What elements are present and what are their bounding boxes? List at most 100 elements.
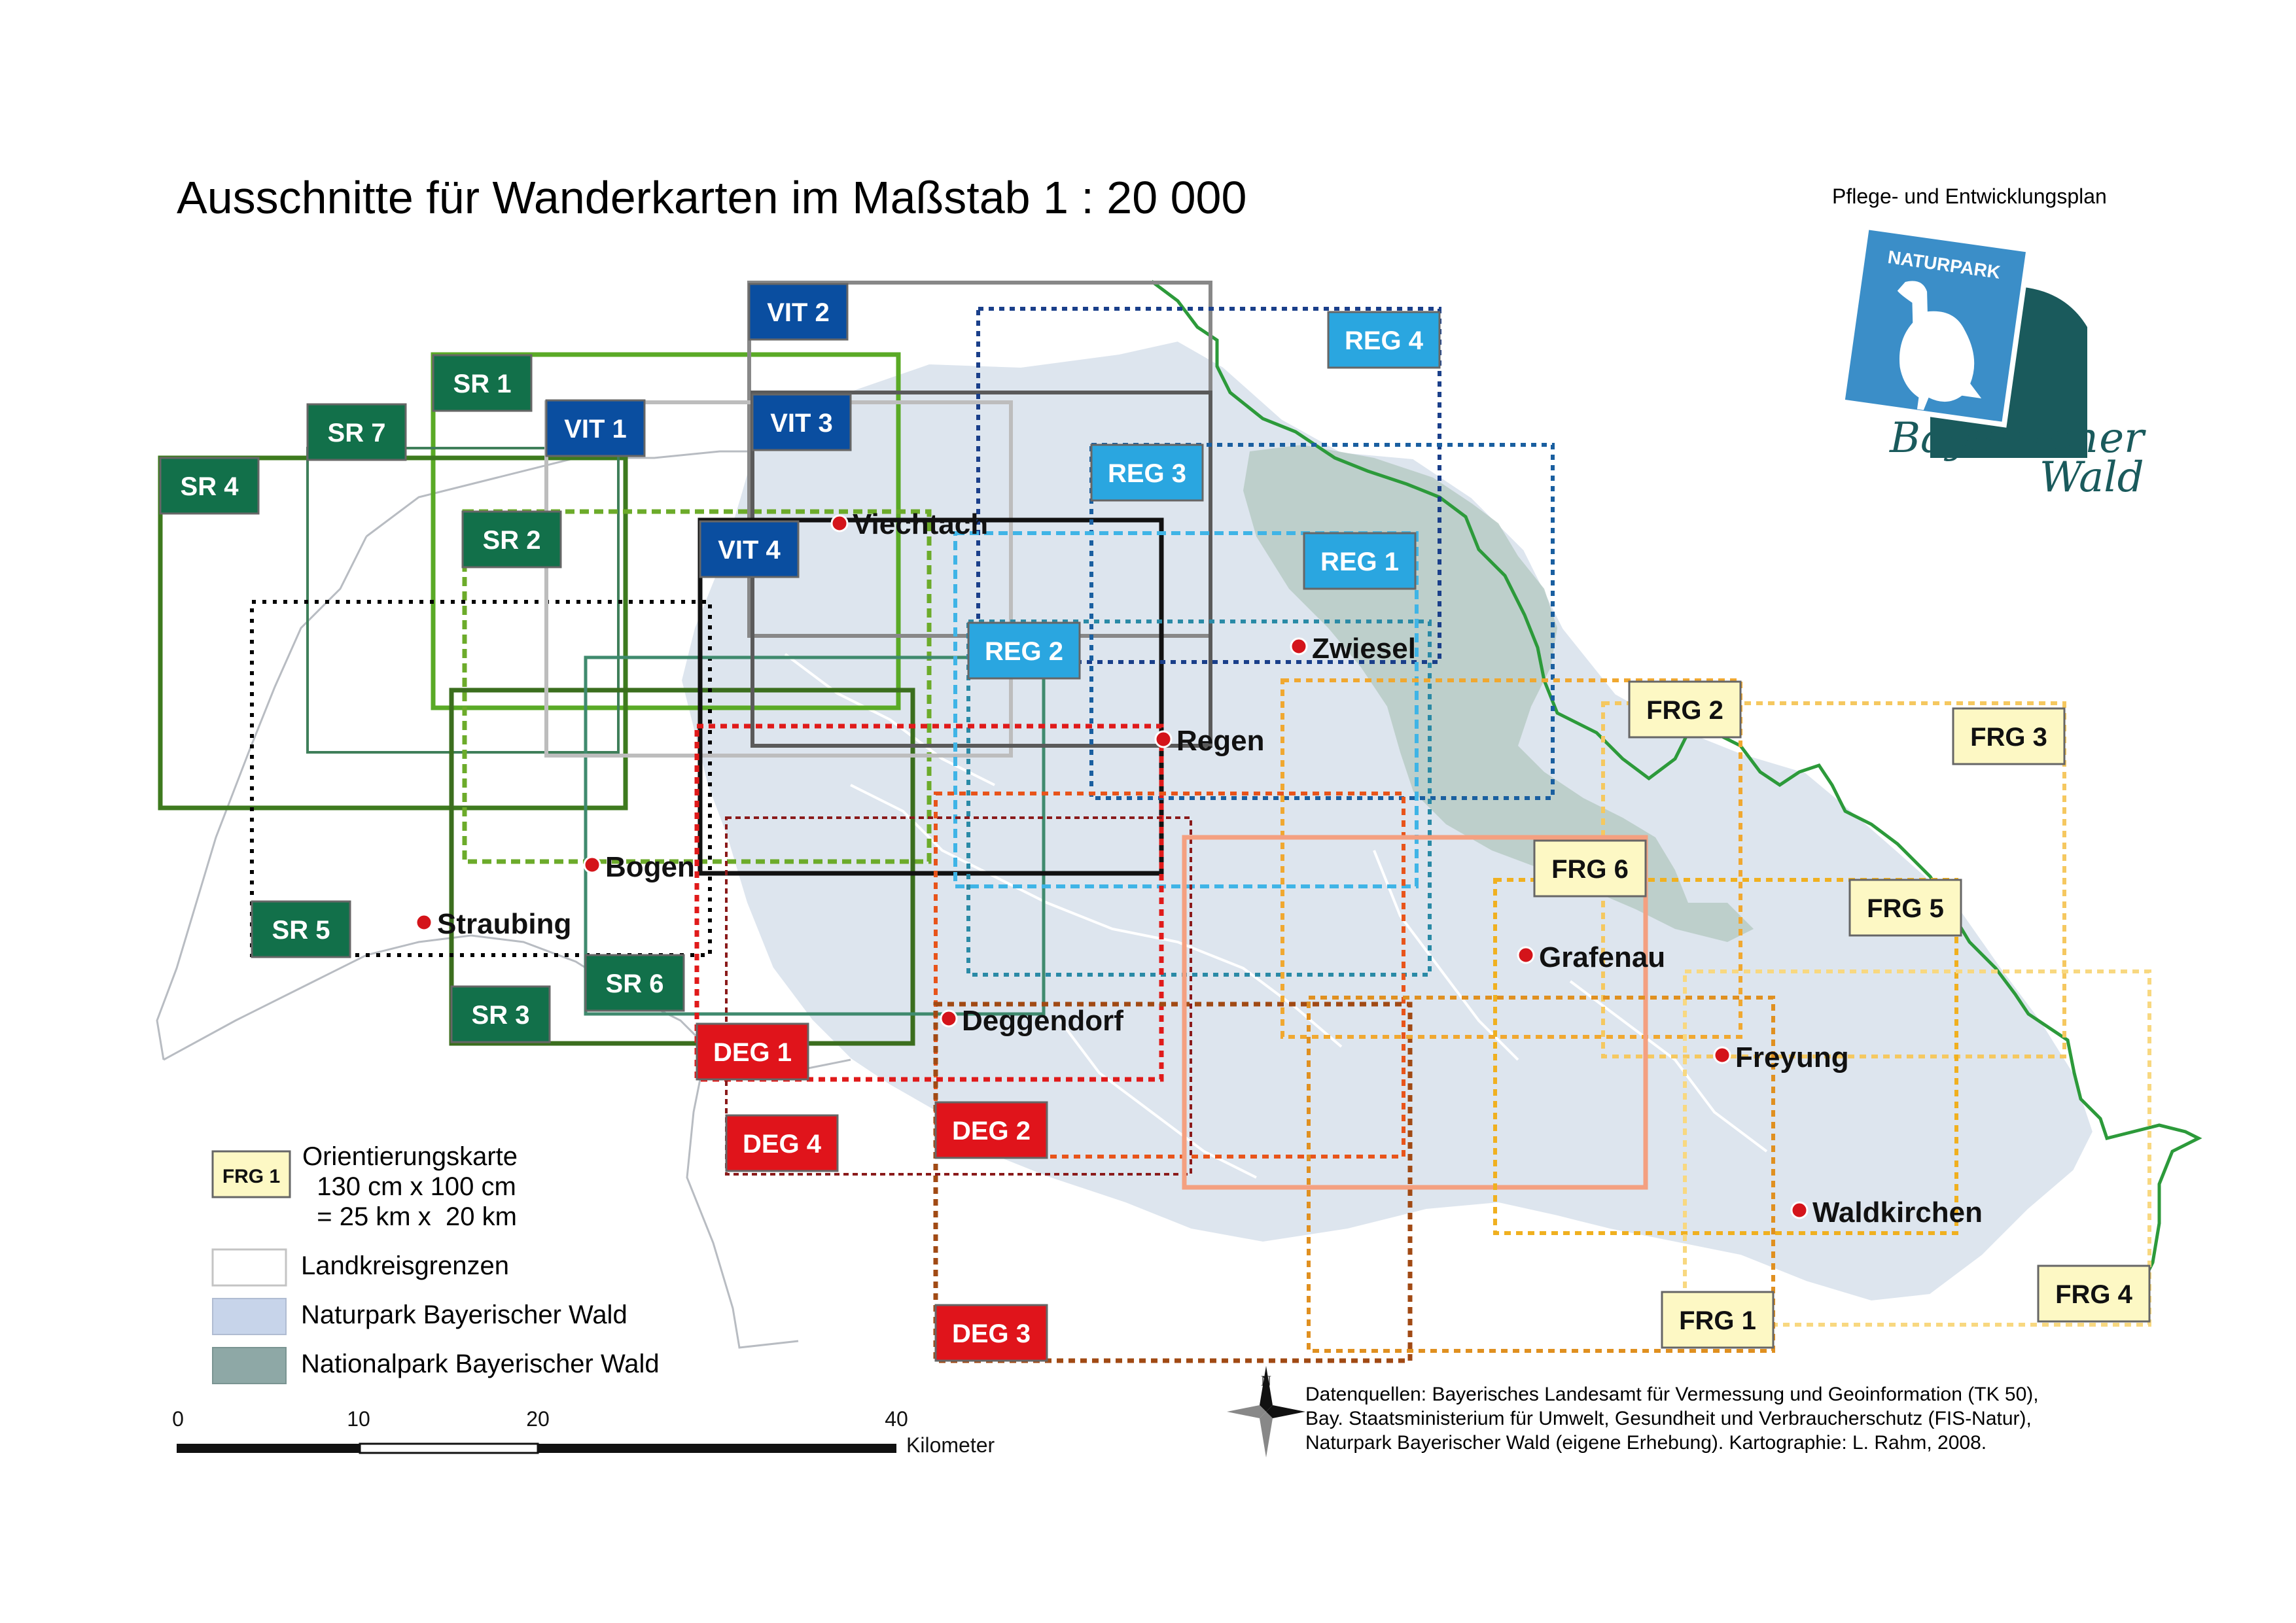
town-labels: Viechtach Zwiesel Regen Bogen Straubing …	[437, 508, 1983, 1229]
sheet-box-deg-2	[934, 1101, 1048, 1159]
frame-deg-2	[934, 792, 1405, 1159]
sheet-box-frg-1	[1661, 1291, 1775, 1349]
sheet-box-sr-1	[432, 354, 533, 412]
sheet-label-reg-2: REG 2	[985, 637, 1063, 666]
north-arrow-icon	[1227, 1366, 1305, 1457]
sheet-label-frg-2: FRG 2	[1646, 696, 1723, 725]
sheet-frames-sr	[158, 352, 1046, 1046]
town-label-grafenau: Grafenau	[1539, 941, 1665, 973]
town-label-freyung: Freyung	[1735, 1041, 1849, 1073]
sheet-box-reg-3	[1090, 444, 1204, 502]
scalebar-tick-40: 40	[885, 1407, 908, 1431]
sheet-box-vit-2	[748, 283, 849, 341]
sheet-box-frg-6	[1533, 839, 1647, 898]
sheet-box-sr-2	[461, 510, 562, 568]
scalebar	[177, 1442, 896, 1454]
scalebar-tick-20: 20	[526, 1407, 550, 1431]
sheet-label-deg-3: DEG 3	[952, 1319, 1031, 1348]
north-arrow-label: N	[1261, 1372, 1271, 1389]
frame-reg-2	[966, 620, 1432, 977]
frame-frg-4	[1683, 969, 2151, 1327]
scalebar-segment-2	[359, 1442, 539, 1454]
legend-swatch-naturpark	[212, 1298, 287, 1335]
legend-label-naturpark: Naturpark Bayerischer Wald	[301, 1300, 627, 1329]
frame-frg-2	[1280, 678, 1742, 1039]
sheet-label-boxes: SR 1 SR 2 SR 3 SR 4 SR 5 SR 6 SR 7 VIT 1…	[159, 283, 2151, 1362]
sheet-box-deg-3	[934, 1304, 1048, 1362]
legend-orient-box	[211, 1150, 291, 1198]
frame-sr-1	[431, 352, 901, 710]
sheet-label-sr-7: SR 7	[328, 419, 386, 447]
frame-sr-3	[449, 688, 915, 1046]
frame-deg-4	[725, 816, 1192, 1176]
sheet-label-vit-1: VIT 1	[564, 415, 627, 444]
sheet-box-vit-3	[751, 393, 852, 451]
town-dot-straubing	[415, 913, 433, 932]
sheet-label-frg-1: FRG 1	[1679, 1306, 1756, 1335]
sheet-label-reg-1: REG 1	[1320, 548, 1399, 576]
legend-label-landkreis: Landkreisgrenzen	[301, 1251, 509, 1280]
sheet-label-frg-4: FRG 4	[2055, 1280, 2133, 1309]
sheet-box-sr-3	[450, 985, 551, 1043]
scalebar-tick-10: 10	[347, 1407, 370, 1431]
sheet-label-frg-6: FRG 6	[1551, 855, 1629, 884]
frame-frg-1	[1307, 996, 1775, 1353]
frame-sr-5	[250, 600, 712, 957]
sheet-label-sr-6: SR 6	[606, 969, 664, 998]
town-label-viechtach: Viechtach	[853, 508, 988, 540]
frame-reg-4	[976, 307, 1441, 664]
logo-script-text: Bayerischer Wald	[1890, 417, 2144, 502]
sheet-label-sr-1: SR 1	[453, 370, 512, 398]
frame-vit-4	[698, 517, 1164, 876]
sheet-label-vit-2: VIT 2	[767, 298, 830, 327]
data-sources: Datenquellen: Bayerisches Landesamt für …	[1305, 1382, 2039, 1455]
scalebar-segment-3	[538, 1444, 896, 1453]
capercaillie-icon	[1897, 281, 1982, 410]
logo-script-line2: Wald	[2039, 453, 2144, 502]
sheet-label-sr-4: SR 4	[181, 472, 239, 501]
town-dot-deggendorf	[940, 1009, 958, 1028]
town-dot-regen	[1154, 730, 1173, 748]
sheet-box-frg-4	[2037, 1265, 2151, 1323]
scalebar-unit: Kilometer	[906, 1433, 995, 1457]
sheet-box-sr-5	[251, 900, 351, 958]
town-label-zwiesel: Zwiesel	[1312, 633, 1416, 665]
town-dot-freyung	[1713, 1046, 1731, 1064]
naturpark-logo: NATURPARK	[1839, 224, 2087, 458]
frame-frg-6	[1182, 835, 1648, 1190]
frame-sr-6	[584, 655, 1046, 1016]
sheet-box-reg-4	[1327, 311, 1441, 369]
sheet-box-deg-1	[696, 1022, 809, 1081]
sheet-box-frg-5	[1848, 879, 1962, 937]
sheet-label-vit-3: VIT 3	[770, 409, 833, 438]
town-label-bogen: Bogen	[605, 851, 695, 883]
legend-label-nationalpark: Nationalpark Bayerischer Wald	[301, 1350, 660, 1378]
sheet-box-reg-1	[1303, 532, 1417, 590]
sheet-label-deg-4: DEG 4	[743, 1130, 822, 1159]
town-dots	[415, 514, 1809, 1219]
sheet-label-deg-1: DEG 1	[713, 1038, 792, 1067]
scalebar-segment-1	[177, 1444, 360, 1453]
town-dot-bogen	[583, 856, 601, 874]
sheet-label-reg-3: REG 3	[1108, 459, 1186, 488]
town-label-deggendorf: Deggendorf	[962, 1005, 1123, 1037]
town-dot-waldkirchen	[1790, 1201, 1809, 1219]
sheet-label-sr-5: SR 5	[272, 916, 330, 945]
page-title: Ausschnitte für Wanderkarten im Maßstab …	[177, 172, 1247, 223]
frame-deg-3	[933, 1002, 1413, 1363]
legend-swatch-nationalpark	[212, 1347, 287, 1384]
data-sources-line2: Bay. Staatsministerium für Umwelt, Gesun…	[1305, 1408, 2032, 1429]
town-dot-viechtach	[830, 514, 849, 532]
sheet-box-vit-4	[699, 520, 800, 578]
sheet-label-reg-4: REG 4	[1345, 326, 1424, 355]
frame-deg-1	[694, 724, 1164, 1082]
legend-orient-label: FRG 1	[222, 1166, 280, 1187]
town-dot-grafenau	[1517, 946, 1535, 964]
sheet-label-frg-3: FRG 3	[1970, 723, 2047, 752]
sheet-box-frg-2	[1628, 680, 1742, 739]
sheet-label-vit-4: VIT 4	[718, 536, 781, 565]
legend-swatch-landkreis	[211, 1248, 287, 1287]
legend-orient-text: Orientierungskarte 130 cm x 100 cm = 25 …	[302, 1142, 518, 1231]
scalebar-ticks: 0 10 20 40	[172, 1407, 908, 1431]
